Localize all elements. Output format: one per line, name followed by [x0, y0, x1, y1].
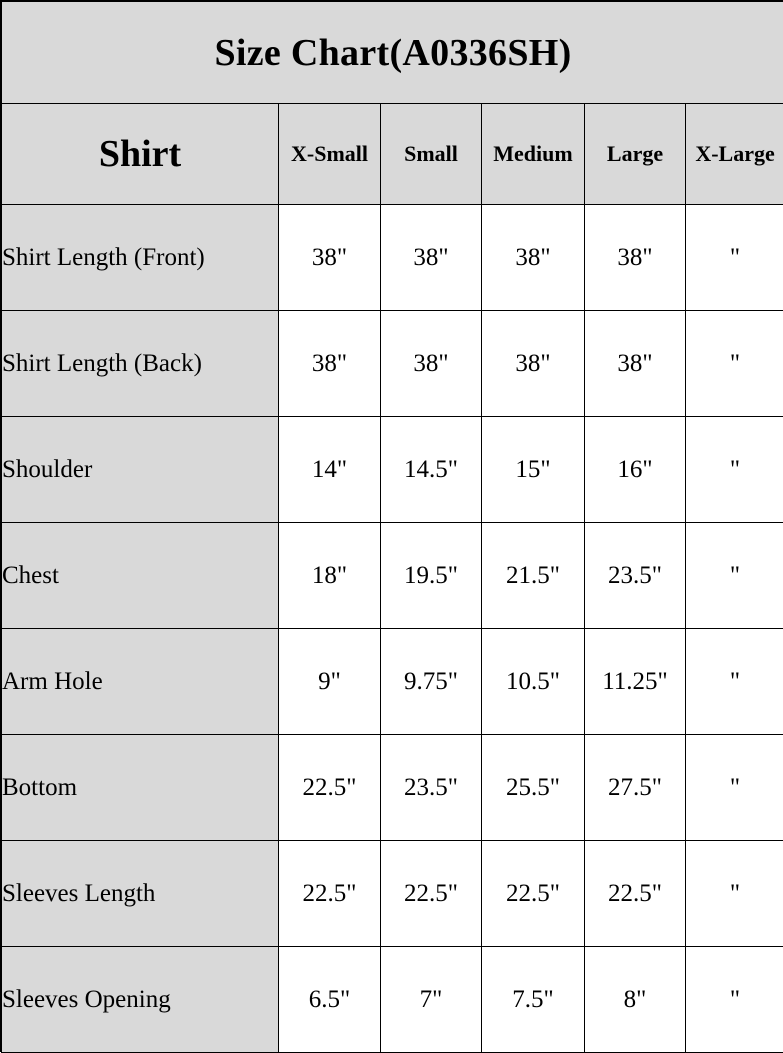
- measurement-cell: ": [686, 205, 783, 311]
- measurement-cell: 14.5": [381, 417, 482, 523]
- table-row: Sleeves Length 22.5" 22.5" 22.5" 22.5" ": [2, 841, 783, 947]
- measurement-cell: 38": [482, 205, 585, 311]
- column-header-small: Small: [381, 104, 482, 205]
- column-header-x-large: X-Large: [686, 104, 783, 205]
- measurement-cell: 22.5": [585, 841, 686, 947]
- row-label: Arm Hole: [2, 629, 279, 735]
- measurement-cell: ": [686, 947, 783, 1053]
- measurement-cell: 38": [279, 311, 381, 417]
- measurement-cell: 22.5": [279, 841, 381, 947]
- measurement-cell: ": [686, 841, 783, 947]
- measurement-cell: 16": [585, 417, 686, 523]
- measurement-cell: 38": [381, 311, 482, 417]
- measurement-cell: 38": [279, 205, 381, 311]
- table-row: Shoulder 14" 14.5" 15" 16" ": [2, 417, 783, 523]
- measurement-cell: 23.5": [585, 523, 686, 629]
- table-row: Arm Hole 9" 9.75" 10.5" 11.25" ": [2, 629, 783, 735]
- measurement-cell: 10.5": [482, 629, 585, 735]
- measurement-cell: 22.5": [381, 841, 482, 947]
- measurement-cell: 8": [585, 947, 686, 1053]
- measurement-cell: 22.5": [482, 841, 585, 947]
- measurement-cell: 9": [279, 629, 381, 735]
- column-header-large: Large: [585, 104, 686, 205]
- measurement-cell: ": [686, 523, 783, 629]
- table-row: Sleeves Opening 6.5" 7" 7.5" 8" ": [2, 947, 783, 1053]
- column-header-row: Shirt X-Small Small Medium Large X-Large: [2, 104, 783, 205]
- measurement-cell: 7": [381, 947, 482, 1053]
- measurement-cell: ": [686, 735, 783, 841]
- measurement-cell: 18": [279, 523, 381, 629]
- row-label: Shirt Length (Front): [2, 205, 279, 311]
- column-header-medium: Medium: [482, 104, 585, 205]
- measurement-cell: 38": [585, 311, 686, 417]
- row-label: Bottom: [2, 735, 279, 841]
- table-row: Shirt Length (Front) 38" 38" 38" 38" ": [2, 205, 783, 311]
- measurement-cell: 22.5": [279, 735, 381, 841]
- garment-type-label: Shirt: [2, 104, 279, 205]
- measurement-cell: 25.5": [482, 735, 585, 841]
- measurement-cell: 38": [381, 205, 482, 311]
- row-label: Sleeves Opening: [2, 947, 279, 1053]
- measurement-cell: 11.25": [585, 629, 686, 735]
- measurement-cell: 15": [482, 417, 585, 523]
- measurement-cell: ": [686, 417, 783, 523]
- row-label: Sleeves Length: [2, 841, 279, 947]
- measurement-cell: 38": [482, 311, 585, 417]
- table-row: Bottom 22.5" 23.5" 25.5" 27.5" ": [2, 735, 783, 841]
- page-title: Size Chart(A0336SH): [2, 2, 783, 104]
- table-row: Shirt Length (Back) 38" 38" 38" 38" ": [2, 311, 783, 417]
- measurement-cell: 14": [279, 417, 381, 523]
- row-label: Chest: [2, 523, 279, 629]
- measurement-cell: ": [686, 629, 783, 735]
- measurement-cell: 23.5": [381, 735, 482, 841]
- measurement-cell: ": [686, 311, 783, 417]
- measurement-cell: 19.5": [381, 523, 482, 629]
- measurement-cell: 9.75": [381, 629, 482, 735]
- measurement-cell: 38": [585, 205, 686, 311]
- row-label: Shirt Length (Back): [2, 311, 279, 417]
- title-row: Size Chart(A0336SH): [2, 2, 783, 104]
- table-row: Chest 18" 19.5" 21.5" 23.5" ": [2, 523, 783, 629]
- measurement-cell: 7.5": [482, 947, 585, 1053]
- measurement-cell: 21.5": [482, 523, 585, 629]
- column-header-x-small: X-Small: [279, 104, 381, 205]
- measurement-cell: 6.5": [279, 947, 381, 1053]
- row-label: Shoulder: [2, 417, 279, 523]
- measurement-cell: 27.5": [585, 735, 686, 841]
